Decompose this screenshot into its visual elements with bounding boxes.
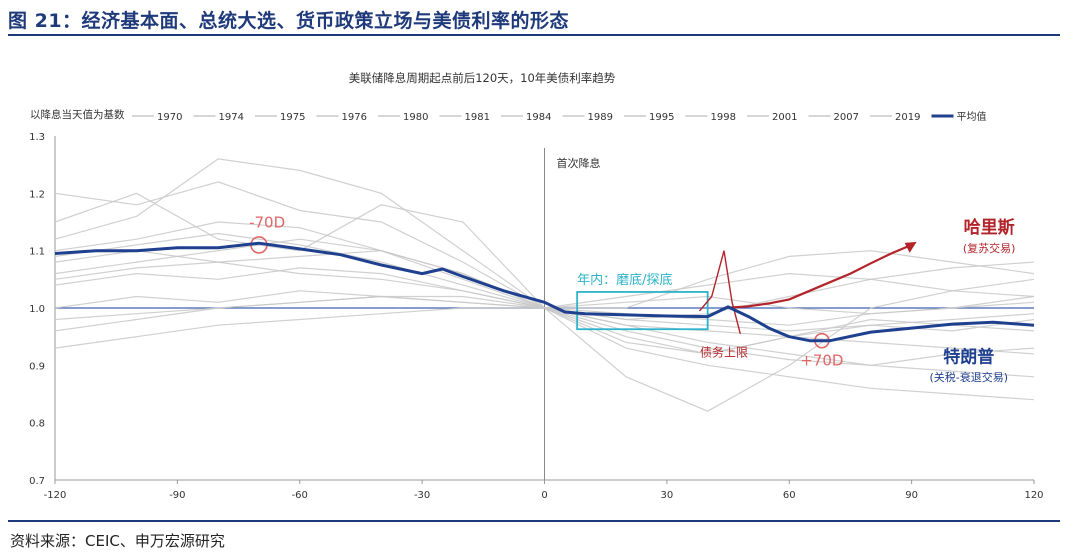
legend-label-1976: 1976 [342,112,367,123]
legend-label-2001: 2001 [772,112,797,123]
harris-scenario-line [723,243,913,310]
average-series [54,241,1035,343]
x-tick-label: 60 [783,490,796,501]
x-tick-label: 90 [905,490,918,501]
trump-label: 特朗普 [943,346,994,367]
source-rule [8,520,1060,522]
first-cut-label: 首次降息 [557,156,601,170]
series-line-average [54,241,1035,343]
legend-label-1981: 1981 [465,112,490,123]
legend-label-1995: 1995 [649,112,674,123]
y-tick-label: 1.3 [29,132,45,143]
debt-ceiling-label: 债务上限 [700,345,748,360]
legend: 1970 1974 1975 1976 1980 1981 1984 1989 1995 1998… [132,110,987,123]
harris-label: 哈里斯 [964,217,1015,238]
chart-title: 美联储降息周期起点前后120天，10年美债利率趋势 [349,71,616,85]
harris-arrowhead [904,241,917,253]
minus70-label: -70D [249,214,285,232]
legend-label-1989: 1989 [588,112,613,123]
x-tick-label: -90 [169,490,185,501]
legend-label-1984: 1984 [526,112,551,123]
x-tick-label: -30 [414,490,430,501]
bottoming-box [576,291,709,331]
x-tick-label: -60 [292,490,308,501]
y-tick-label: 1.1 [29,247,45,258]
legend-label-1998: 1998 [711,112,736,123]
x-tick-label: -120 [44,490,67,501]
y-axis-label: 以降息当天值为基数 [30,108,125,121]
legend-label-1970: 1970 [157,112,182,123]
series-line-2019 [54,232,1035,355]
bottoming-label: 年内：磨底/探底 [577,272,672,288]
y-tick-label: 1.0 [29,304,45,315]
y-tick-label: 1.2 [29,189,45,200]
trump-sublabel: (关税-衰退交易) [929,370,1008,384]
debt-ceiling-spike [698,250,741,334]
x-tick-label: 30 [661,490,674,501]
legend-label-平均值: 平均值 [957,110,987,123]
legend-label-2019: 2019 [895,112,920,123]
axes: 0.7 0.8 0.9 1.0 1.1 1.2 1.3 -120 -90 -60 -30 0 30 60 9… [29,132,1043,501]
source-note: 资料来源：CEIC、申万宏源研究 [10,532,225,550]
figure-title: 图 21：经济基本面、总统大选、货币政策立场与美债利率的形态 [8,10,570,32]
y-tick-label: 0.7 [29,476,45,487]
legend-label-2007: 2007 [834,112,859,123]
plus70-label: +70D [800,351,843,369]
background-series [54,158,1035,412]
legend-label-1975: 1975 [280,112,305,123]
legend-label-1974: 1974 [219,112,244,123]
y-tick-label: 0.9 [29,361,45,372]
line-chart: 美联储降息周期起点前后120天，10年美债利率趋势 以降息当天值为基数 1970… [29,71,1043,501]
harris-sublabel: (复苏交易) [963,241,1016,255]
title-rule [8,34,1060,36]
x-tick-label: 120 [1024,490,1043,501]
x-tick-label: 0 [541,490,547,501]
legend-label-1980: 1980 [403,112,428,123]
y-tick-label: 0.8 [29,419,45,430]
